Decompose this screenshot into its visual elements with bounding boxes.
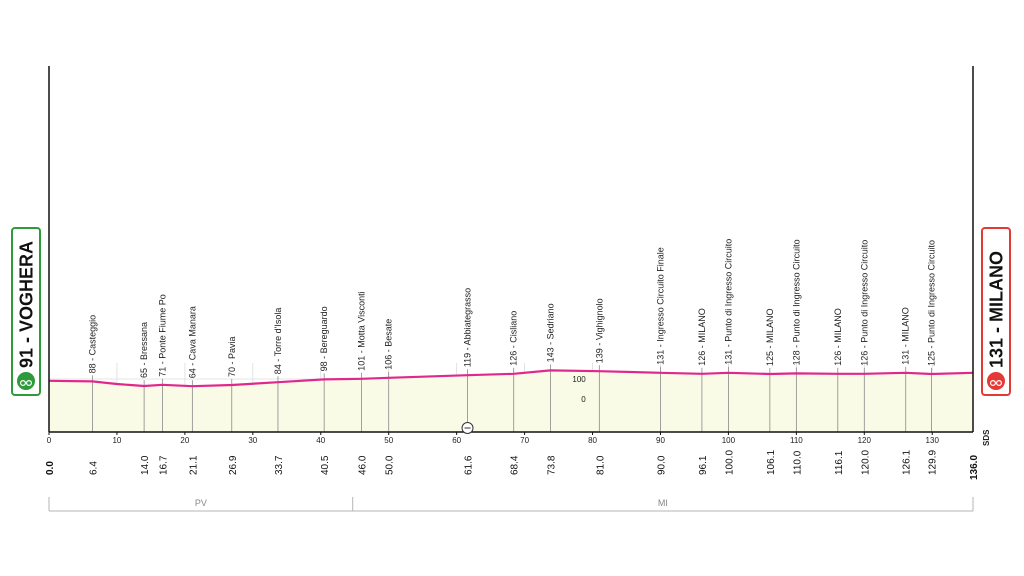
waypoint-label: 128 - Punto di Ingresso Circuito (791, 239, 801, 365)
waypoint-km-label: 46.0 (358, 455, 369, 475)
waypoint-labels: 88 - Casteggio 65 - Bressana 71 - Ponte Fi… (87, 239, 936, 378)
sds-label: SDS (982, 429, 991, 446)
waypoint-km-label: 129.9 (928, 450, 939, 475)
waypoint-label: 139 - Vighignolo (594, 298, 604, 363)
x-tick-label: 80 (588, 436, 597, 445)
waypoint-km-label: 126.1 (902, 450, 913, 475)
waypoint-label: 126 - Punto di Ingresso Circuito (859, 240, 869, 366)
waypoint-label: 70 - Pavia (227, 336, 237, 377)
km-labels: 6.4 14.0 16.7 21.1 26.9 33.7 40.5 46.0 50.0 61.6 6… (45, 450, 980, 480)
waypoint-label: 131 - MILANO (901, 307, 911, 365)
waypoint-label: 143 - Sedriano (545, 303, 555, 362)
waypoint-label: 106 - Besate (384, 319, 394, 370)
waypoint-label: 84 - Torre d'Isola (273, 308, 283, 375)
finish-icon-wheel-b (995, 380, 1002, 387)
waypoint-km-label: 16.7 (158, 455, 169, 475)
x-tick-label: 40 (316, 436, 325, 445)
waypoint-km-label: 110.0 (792, 450, 803, 475)
x-axis-ticks: 0 10 20 30 40 50 60 70 80 90 100 110 120 130 (47, 432, 940, 445)
waypoint-km-label: 61.6 (464, 455, 475, 475)
finish-icon (987, 372, 1005, 390)
x-tick-label: 130 (926, 436, 940, 445)
waypoint-label: 64 - Cava Manara (187, 306, 197, 378)
waypoint-label: 126 - MILANO (833, 308, 843, 366)
x-tick-label: 120 (858, 436, 872, 445)
waypoint-label: 125 - MILANO (765, 308, 775, 366)
start-km-label: 0.0 (45, 461, 56, 475)
waypoint-km-label: 106.1 (766, 450, 777, 475)
x-tick-label: 10 (112, 436, 121, 445)
start-icon-wheel-a (20, 380, 27, 387)
x-tick-label: 30 (248, 436, 257, 445)
x-tick-label: 100 (722, 436, 736, 445)
waypoint-km-label: 100.0 (724, 450, 735, 475)
waypoint-km-label: 120.0 (860, 450, 871, 475)
waypoint-label: 101 - Motta Visconti (357, 291, 367, 370)
waypoint-label: 131 - Ingresso Circuito Finale (655, 247, 665, 365)
start-badge (11, 227, 41, 396)
waypoint-label: 125 - Punto di Ingresso Circuito (927, 240, 937, 366)
waypoint-km-label: 40.5 (320, 455, 331, 475)
waypoint-km-label: 14.0 (140, 455, 151, 475)
waypoint-label: 126 - Cisliano (509, 311, 519, 366)
x-tick-label: 0 (47, 436, 52, 445)
start-marker: 91 - VOGHERA (11, 227, 41, 396)
finish-km-label: 136.0 (969, 455, 980, 480)
province-bar: PV MI (48, 497, 974, 512)
waypoint-km-label: 33.7 (274, 455, 285, 475)
intermediate-sprint-icon (461, 422, 474, 434)
finish-marker: 131 - MILANO (981, 227, 1011, 396)
y-tick-label: 100 (572, 375, 586, 384)
waypoint-km-label: 73.8 (546, 455, 557, 475)
x-tick-label: 110 (790, 436, 803, 445)
finish-badge (981, 227, 1011, 396)
waypoint-label: 88 - Casteggio (87, 315, 97, 374)
start-icon-wheel-b (26, 380, 33, 387)
waypoint-km-label: 116.1 (834, 450, 845, 475)
waypoint-label: 131 - Punto di Ingresso Circuito (723, 239, 733, 365)
province-label: PV (195, 498, 207, 508)
x-tick-label: 20 (180, 436, 189, 445)
waypoint-label: 98 - Bereguardo (319, 306, 329, 371)
waypoint-km-label: 81.0 (595, 455, 606, 475)
x-tick-label: 70 (520, 436, 529, 445)
waypoint-km-label: 6.4 (88, 461, 99, 475)
finish-label: 131 - MILANO (987, 251, 1007, 368)
waypoint-lines (92, 364, 932, 432)
waypoint-km-label: 68.4 (510, 455, 521, 475)
x-tick-label: 50 (384, 436, 393, 445)
waypoint-label: 65 - Bressana (139, 322, 149, 378)
elevation-line (48, 369, 974, 388)
x-tick-label: 90 (656, 436, 665, 445)
waypoint-km-label: 50.0 (385, 455, 396, 475)
sds-mark: SDS (982, 429, 991, 446)
waypoint-label: 126 - MILANO (697, 308, 707, 366)
start-icon (17, 372, 35, 390)
waypoint-km-label: 96.1 (698, 455, 709, 475)
start-label: 91 - VOGHERA (17, 241, 37, 368)
waypoint-label: 119 - Abbiategrasso (463, 288, 473, 367)
waypoint-km-label: 90.0 (656, 455, 667, 475)
y-tick-label: 0 (581, 395, 586, 404)
y-axis-ticks: 100 0 (572, 375, 586, 404)
waypoint-km-label: 26.9 (228, 455, 239, 475)
chart-axes (48, 66, 974, 433)
waypoint-km-label: 21.1 (188, 455, 199, 475)
waypoint-label: 71 - Ponte Fiume Po (157, 294, 167, 377)
province-label: MI (658, 498, 668, 508)
finish-icon-wheel-a (989, 380, 996, 387)
elevation-area (49, 370, 973, 432)
x-tick-label: 60 (452, 436, 461, 445)
